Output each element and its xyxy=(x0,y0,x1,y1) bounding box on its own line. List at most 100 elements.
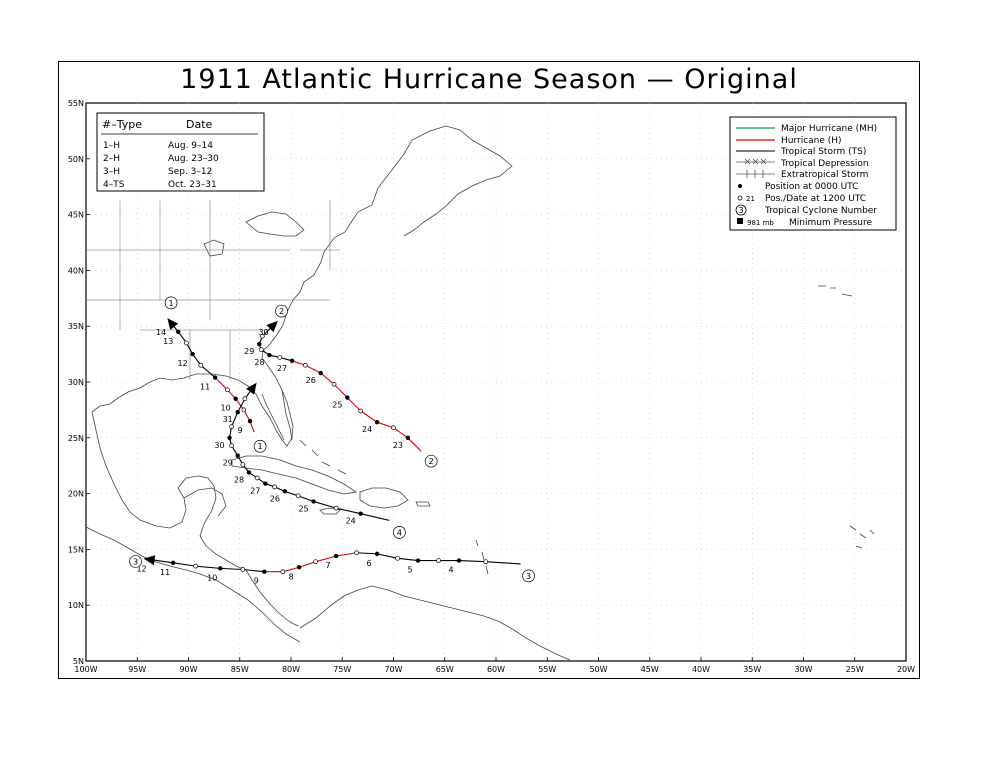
canada-coast xyxy=(403,125,513,237)
position-0000-utc-marker xyxy=(176,329,181,334)
storm-number-bubble xyxy=(424,454,438,468)
track-segment xyxy=(397,557,419,562)
track-segment xyxy=(173,562,196,567)
storm-number-label: 2 xyxy=(429,457,434,466)
track-day-label: 10 xyxy=(207,573,217,582)
legend-label: Tropical Cyclone Number xyxy=(764,206,877,216)
position-1200-utc-marker xyxy=(240,462,246,467)
track-day-label: 4 xyxy=(449,566,454,575)
position-1200-utc-marker xyxy=(483,559,489,565)
position-0000-utc-marker xyxy=(415,558,421,563)
storm-table: #–Type Date 1–H Aug. 9–14 2–H Aug. 23–30… xyxy=(96,112,265,192)
track-day-label: 6 xyxy=(367,559,372,568)
hispaniola xyxy=(359,487,409,509)
track-segment xyxy=(200,364,216,378)
legend-label: Position at 0000 UTC xyxy=(765,182,858,192)
jamaica xyxy=(319,507,341,515)
track-segment xyxy=(335,507,361,515)
track-day-label: 27 xyxy=(250,487,260,496)
storm-number-label: 2 xyxy=(279,307,284,316)
lon-tick-label: 95W xyxy=(128,665,146,674)
track-segment xyxy=(356,552,378,555)
lat-tick-label: 10N xyxy=(68,601,84,610)
position-0000-utc-marker xyxy=(170,560,176,565)
track-day-label: 23 xyxy=(393,441,403,450)
track-day-label: 29 xyxy=(223,459,233,468)
lat-tick-label: 45N xyxy=(68,211,84,220)
position-1200-utc-marker xyxy=(313,559,318,565)
table-row-date: Aug. 9–14 xyxy=(168,141,213,151)
position-0000-utc-marker xyxy=(289,358,295,363)
track-arrow-icon xyxy=(143,555,156,566)
track-arrow-icon xyxy=(266,320,278,333)
position-0000-utc-marker xyxy=(282,489,288,494)
track-segment xyxy=(242,568,265,573)
position-0000-utc-marker xyxy=(297,565,302,570)
position-1200-utc-marker xyxy=(254,475,260,481)
track-segment xyxy=(297,495,314,502)
track-day-label: 30 xyxy=(258,328,268,337)
legend-label: Tropical Storm (TS) xyxy=(780,147,866,157)
position-0000-utc-marker xyxy=(318,370,323,376)
track-segment xyxy=(459,560,486,563)
puerto-rico xyxy=(415,501,431,507)
track-segment xyxy=(315,555,337,563)
track-segment xyxy=(214,377,228,391)
lat-tick-label: 50N xyxy=(68,155,84,164)
legend-label: Minimum Pressure xyxy=(789,218,872,228)
lon-tick-label: 50W xyxy=(589,665,607,674)
position-0000-utc-marker xyxy=(212,375,218,380)
track-segment xyxy=(299,561,316,568)
position-1200-utc-marker xyxy=(333,505,339,511)
state-borders xyxy=(86,200,340,380)
table-row-type: 2–H xyxy=(103,154,120,164)
legend-prefix: 981 mb xyxy=(747,219,774,227)
position-1200-utc-marker xyxy=(241,407,247,413)
legend-label: Extratropical Storm xyxy=(781,170,868,180)
track-day-label: 11 xyxy=(160,568,170,577)
position-0000-utc-marker xyxy=(374,419,380,425)
position-0000-utc-marker xyxy=(227,435,232,440)
position-1200-utc-marker xyxy=(229,443,234,448)
position-0000-utc-marker xyxy=(247,418,253,424)
position-1200-utc-marker xyxy=(259,333,265,339)
position-1200-utc-marker xyxy=(184,340,189,346)
lon-tick-label: 60W xyxy=(487,665,505,674)
storm-number-bubble xyxy=(129,555,142,568)
tropical-depression-line-icon xyxy=(736,158,775,165)
storm-number-label: 3 xyxy=(133,557,138,566)
track-arrow-icon xyxy=(246,382,257,395)
track-segment xyxy=(333,383,348,399)
position-1200-utc-marker xyxy=(198,362,204,368)
table-row-date: Aug. 23–30 xyxy=(168,154,219,164)
lat-tick-label: 25N xyxy=(68,434,84,443)
track-day-label: 9 xyxy=(254,577,259,586)
cuba xyxy=(231,455,358,495)
table-header-date: Date xyxy=(186,118,213,131)
lon-tick-label: 45W xyxy=(641,665,659,674)
position-1200-utc-marker xyxy=(272,484,277,490)
legend-label: Major Hurricane (MH) xyxy=(781,124,877,134)
track-day-label: 11 xyxy=(200,383,210,392)
track-segment xyxy=(231,411,239,427)
legend-label: Pos./Date at 1200 UTC xyxy=(765,194,866,204)
storm-number-label: 4 xyxy=(397,528,402,537)
lon-tick-label: 55W xyxy=(538,665,556,674)
azores xyxy=(818,285,853,297)
filled-square-icon xyxy=(737,218,743,224)
track-day-label: 26 xyxy=(306,376,316,385)
lon-tick-label: 25W xyxy=(846,665,864,674)
lat-tick-label: 20N xyxy=(68,490,84,499)
legend-prefix: 21 xyxy=(746,195,755,203)
position-0000-utc-marker xyxy=(235,409,240,415)
track-day-label: 5 xyxy=(408,566,413,575)
track-day-label: 26 xyxy=(270,494,280,503)
track-segment xyxy=(376,553,398,559)
table-row-type: 3–H xyxy=(103,167,120,177)
position-0000-utc-marker xyxy=(374,551,380,557)
legend: 21 3 981 mb Major Hurricane (MH) Hurrica… xyxy=(729,116,897,231)
storm-number-bubble xyxy=(253,439,267,453)
position-0000-utc-marker xyxy=(405,435,411,440)
